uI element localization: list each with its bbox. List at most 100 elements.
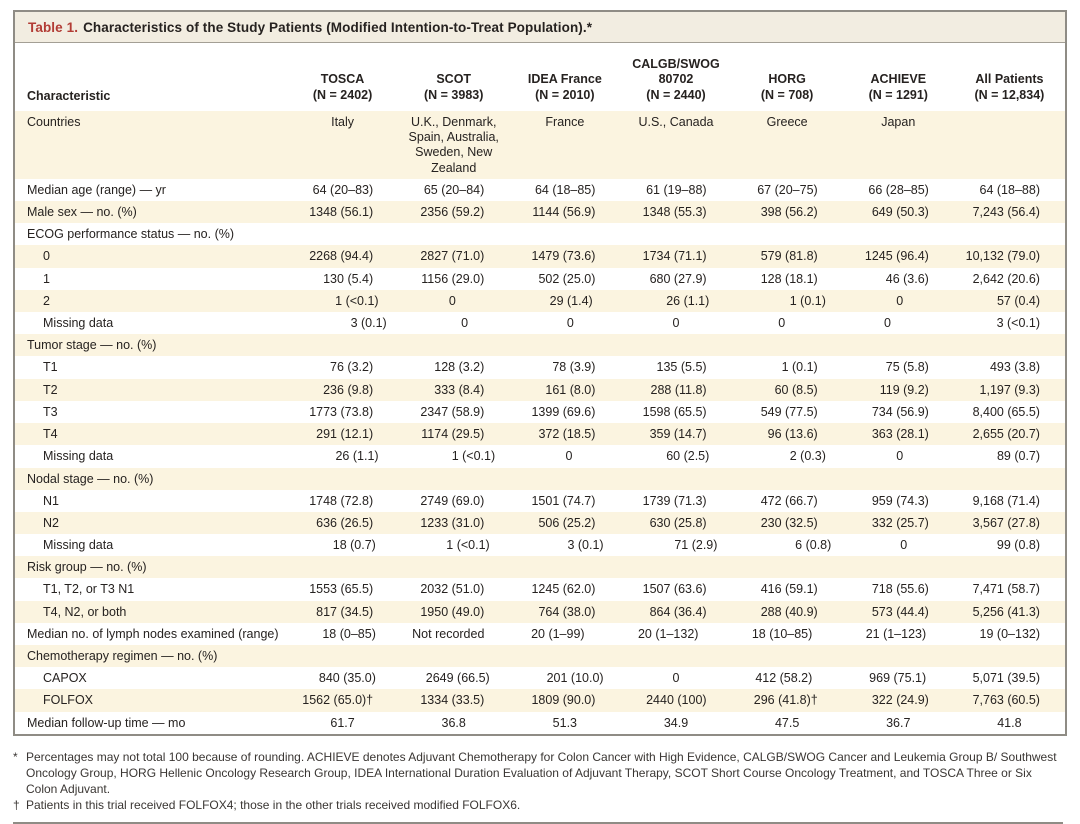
table-title-text: Characteristics of the Study Patients (M… (83, 20, 593, 35)
table-row: Missing data 18 (0.7) 1 (<0.1) 3 (0.1) 71 (2… (15, 534, 1065, 556)
cell-value: 1 (<0.1) (446, 538, 490, 552)
cell-value: 3,567 (27.8) (972, 515, 1040, 530)
cell-value: 41.8 (997, 715, 1022, 730)
row-label: Missing data (43, 538, 114, 552)
cell-value: 65 (20–84) (423, 182, 485, 197)
cell-value: 119 (9.2) (879, 382, 929, 397)
cell-value: 1734 (71.1) (642, 249, 707, 264)
cell-value: 333 (8.4) (434, 382, 485, 397)
cell-value: 236 (9.8) (323, 382, 374, 397)
cell-value: 8,400 (65.5) (972, 404, 1040, 419)
cell-value: 1334 (33.5) (420, 693, 485, 708)
row-label: 2 (43, 293, 50, 308)
cell-value: 1739 (71.3) (642, 493, 707, 508)
cell-value: 764 (38.0) (538, 604, 596, 619)
table-row: Median no. of lymph nodes examined (rang… (15, 623, 1065, 645)
table-body: Countries Italy U.K., Denmark, Spain, Aust… (15, 110, 1065, 734)
table-row: N2 636 (26.5) 1233 (31.0) 506 (25.2) 630 (25… (15, 511, 1065, 534)
table-row: T1, T2, or T3 N1 1553 (65.5) 2032 (51.0) 12… (15, 578, 1065, 600)
cell-value: 20 (1–99) (531, 626, 585, 641)
cell-value: 0 (672, 316, 680, 330)
row-label: N2 (43, 515, 59, 530)
cell-value: 64 (18–88) (979, 182, 1040, 197)
cell-value: 2440 (100) (646, 693, 707, 708)
cell-value: 0 (566, 316, 574, 330)
cell-value: 288 (40.9) (760, 604, 818, 619)
cell-value: 64 (20–83) (312, 182, 374, 197)
cell-value: 1 (<0.1) (335, 293, 379, 308)
cell-value: 416 (59.1) (760, 582, 818, 597)
cell-value: 5,071 (39.5) (972, 671, 1041, 685)
cell-value: 7,243 (56.4) (972, 205, 1040, 219)
cell-value: 630 (25.8) (649, 515, 707, 530)
cell-value: 734 (56.9) (871, 404, 929, 419)
row-label: T3 (43, 404, 58, 419)
cell-value: 549 (77.5) (760, 404, 818, 419)
cell-value: 71 (2.9) (674, 538, 718, 552)
cell-value: 36.7 (886, 715, 911, 730)
cell-value: 1809 (90.0) (531, 693, 596, 708)
column-header-calgb-swog: CALGB/SWOG 80702 (N = 2440) (632, 57, 720, 102)
cell-value: 60 (8.5) (774, 382, 818, 397)
cell-value: 0 (672, 671, 680, 685)
cell-value: 64 (18–85) (534, 182, 596, 197)
footnote-marker: * (13, 749, 18, 764)
cell-value: Not recorded (412, 626, 485, 641)
cell-value: 128 (18.1) (760, 271, 818, 286)
cell-value: 649 (50.3) (871, 205, 929, 219)
table-footnotes: * Percentages may not total 100 because … (13, 749, 1063, 813)
row-label: T4, N2, or both (43, 604, 127, 619)
cell-value: Japan (881, 114, 916, 129)
cell-value: 1245 (62.0) (531, 582, 596, 597)
cell-value: 201 (10.0) (546, 671, 604, 685)
row-label: N1 (43, 493, 59, 508)
cell-value: 2268 (94.4) (309, 249, 374, 264)
table1-box: Table 1. Characteristics of the Study Pat… (13, 10, 1067, 736)
cell-value: 89 (0.7) (996, 449, 1041, 464)
cell-value: 2347 (58.9) (420, 404, 485, 419)
table-section-row: Risk group — no. (%) (15, 556, 1065, 579)
row-label: CAPOX (43, 671, 87, 685)
cell-value: 1245 (96.4) (864, 249, 929, 264)
cell-value: 46 (3.6) (885, 271, 929, 286)
cell-value: 1,197 (9.3) (979, 382, 1040, 397)
cell-value: 493 (3.8) (989, 360, 1040, 375)
cell-value: 1479 (73.6) (531, 249, 596, 264)
table-row: T4, N2, or both 817 (34.5) 1950 (49.0) 764 … (15, 600, 1065, 623)
row-label: Countries (27, 114, 81, 129)
cell-value: 0 (448, 293, 456, 308)
table-header-row: Characteristic TOSCA (N = 2402) SCOT (N … (15, 43, 1065, 111)
cell-value: U.K., Denmark, Spain, Australia, Sweden,… (408, 114, 499, 175)
row-label: Chemotherapy regimen — no. (%) (27, 649, 218, 663)
cell-value: 99 (0.8) (996, 538, 1041, 552)
cell-value: 1507 (63.6) (642, 582, 707, 597)
cell-value: 472 (66.7) (760, 493, 818, 508)
cell-value: 412 (58.2) (755, 671, 813, 685)
cell-value: 322 (24.9) (871, 693, 929, 708)
cell-value: 128 (3.2) (434, 360, 485, 375)
cell-value: 2,655 (20.7) (972, 427, 1040, 441)
cell-value: 2827 (71.0) (420, 249, 485, 264)
row-label: Nodal stage — no. (%) (27, 471, 154, 486)
cell-value: 0 (778, 316, 786, 330)
cell-value: 6 (0.8) (795, 538, 832, 552)
cell-value: 506 (25.2) (538, 515, 596, 530)
cell-value: 130 (5.4) (323, 271, 374, 286)
cell-value: 2,642 (20.6) (972, 271, 1040, 286)
footnote-text: Percentages may not total 100 because of… (26, 749, 1057, 796)
cell-value: 0 (896, 293, 904, 308)
table-row: T2 236 (9.8) 333 (8.4) 161 (8.0) 288 (11.8) 6… (15, 378, 1065, 401)
cell-value: 2 (0.3) (789, 449, 826, 464)
cell-value: 0 (883, 316, 891, 330)
cell-value: 75 (5.8) (885, 360, 929, 375)
cell-value: 969 (75.1) (869, 671, 927, 685)
cell-value: 66 (28–85) (868, 182, 929, 197)
cell-value: 840 (35.0) (318, 671, 376, 685)
cell-value: 9,168 (71.4) (972, 493, 1040, 508)
row-label: Median follow-up time — mo (27, 715, 186, 730)
footnote-asterisk: * Percentages may not total 100 because … (13, 749, 1063, 797)
cell-value: 1 (<0.1) (451, 449, 496, 464)
cell-value: 67 (20–75) (757, 182, 818, 197)
cell-value: 47.5 (774, 715, 800, 730)
